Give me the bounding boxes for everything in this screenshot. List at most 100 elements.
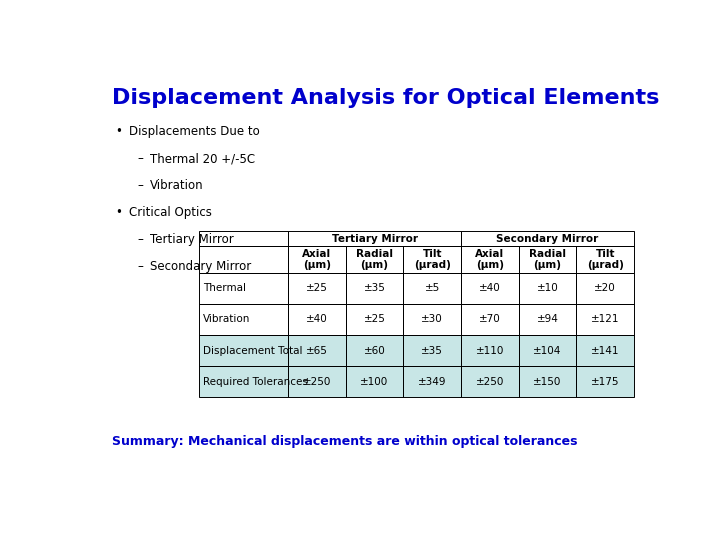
Bar — [518, 366, 577, 397]
Text: Thermal: Thermal — [203, 284, 246, 293]
Text: Axial
(μm): Axial (μm) — [475, 248, 505, 270]
Bar — [461, 246, 518, 273]
Bar — [518, 246, 577, 273]
Bar — [577, 273, 634, 304]
Text: ±35: ±35 — [364, 284, 385, 293]
Bar — [461, 231, 634, 246]
Text: ±100: ±100 — [361, 377, 389, 387]
Text: ±35: ±35 — [421, 346, 443, 356]
Bar — [403, 273, 461, 304]
Text: –: – — [138, 179, 143, 192]
Bar — [403, 246, 461, 273]
Text: Radial
(μm): Radial (μm) — [356, 248, 393, 270]
Bar — [518, 273, 577, 304]
Bar — [518, 304, 577, 335]
Text: Summary: Mechanical displacements are within optical tolerances: Summary: Mechanical displacements are wi… — [112, 435, 578, 448]
Bar — [403, 335, 461, 366]
Text: ±150: ±150 — [534, 377, 562, 387]
Text: ±110: ±110 — [476, 346, 504, 356]
Bar — [288, 231, 461, 246]
Bar — [518, 304, 577, 335]
Bar — [288, 246, 346, 273]
Bar — [518, 335, 577, 366]
Bar — [199, 335, 288, 366]
Bar — [199, 335, 288, 366]
Bar — [577, 246, 634, 273]
Text: Displacements Due to: Displacements Due to — [129, 125, 260, 138]
Text: ±70: ±70 — [479, 314, 500, 325]
Bar — [288, 304, 346, 335]
Bar — [461, 304, 518, 335]
Bar — [403, 366, 461, 397]
Bar — [346, 273, 403, 304]
Text: •: • — [115, 206, 122, 219]
Text: –: – — [138, 260, 143, 273]
Bar — [518, 273, 577, 304]
Bar — [346, 246, 403, 273]
Text: Vibration: Vibration — [203, 314, 251, 325]
Bar — [346, 273, 403, 304]
Text: Secondary Mirror: Secondary Mirror — [150, 260, 251, 273]
Bar — [288, 335, 346, 366]
Bar — [346, 335, 403, 366]
Text: ±20: ±20 — [594, 284, 616, 293]
Bar — [577, 335, 634, 366]
Text: ±5: ±5 — [425, 284, 440, 293]
Bar — [518, 335, 577, 366]
Bar — [288, 304, 346, 335]
Bar — [199, 304, 288, 335]
Bar — [403, 304, 461, 335]
Bar — [288, 231, 461, 246]
Text: ±175: ±175 — [591, 377, 619, 387]
Bar — [199, 304, 288, 335]
Text: Secondary Mirror: Secondary Mirror — [496, 234, 598, 244]
Text: Displacement Total: Displacement Total — [203, 346, 303, 356]
Bar — [199, 231, 288, 246]
Bar — [461, 273, 518, 304]
Bar — [346, 304, 403, 335]
Bar — [461, 366, 518, 397]
Bar — [199, 273, 288, 304]
Bar — [199, 246, 288, 273]
Text: ±25: ±25 — [364, 314, 385, 325]
Bar — [403, 335, 461, 366]
Bar — [403, 304, 461, 335]
Bar — [461, 231, 634, 246]
Text: –: – — [138, 152, 143, 165]
Text: ±94: ±94 — [536, 314, 559, 325]
Bar — [346, 366, 403, 397]
Bar — [199, 366, 288, 397]
Bar — [199, 366, 288, 397]
Bar — [346, 335, 403, 366]
Text: ±10: ±10 — [536, 284, 559, 293]
Text: Displacement Analysis for Optical Elements: Displacement Analysis for Optical Elemen… — [112, 87, 660, 107]
Bar — [288, 273, 346, 304]
Bar — [288, 246, 346, 273]
Text: ±30: ±30 — [421, 314, 443, 325]
Bar — [461, 335, 518, 366]
Text: Critical Optics: Critical Optics — [129, 206, 212, 219]
Bar — [518, 366, 577, 397]
Bar — [288, 273, 346, 304]
Bar — [199, 273, 288, 304]
Bar — [577, 304, 634, 335]
Text: ±104: ±104 — [534, 346, 562, 356]
Bar — [403, 273, 461, 304]
Bar — [199, 246, 288, 273]
Bar — [346, 246, 403, 273]
Text: Radial
(μm): Radial (μm) — [529, 248, 566, 270]
Bar — [461, 335, 518, 366]
Text: –: – — [138, 233, 143, 246]
Text: Tilt
(μrad): Tilt (μrad) — [587, 248, 624, 270]
Bar — [461, 304, 518, 335]
Bar — [577, 304, 634, 335]
Bar — [199, 231, 288, 246]
Bar — [461, 273, 518, 304]
Text: Tertiary Mirror: Tertiary Mirror — [150, 233, 234, 246]
Text: Tertiary Mirror: Tertiary Mirror — [331, 234, 418, 244]
Bar — [577, 335, 634, 366]
Text: ±65: ±65 — [306, 346, 328, 356]
Bar — [577, 366, 634, 397]
Text: •: • — [115, 125, 122, 138]
Text: Axial
(μm): Axial (μm) — [302, 248, 331, 270]
